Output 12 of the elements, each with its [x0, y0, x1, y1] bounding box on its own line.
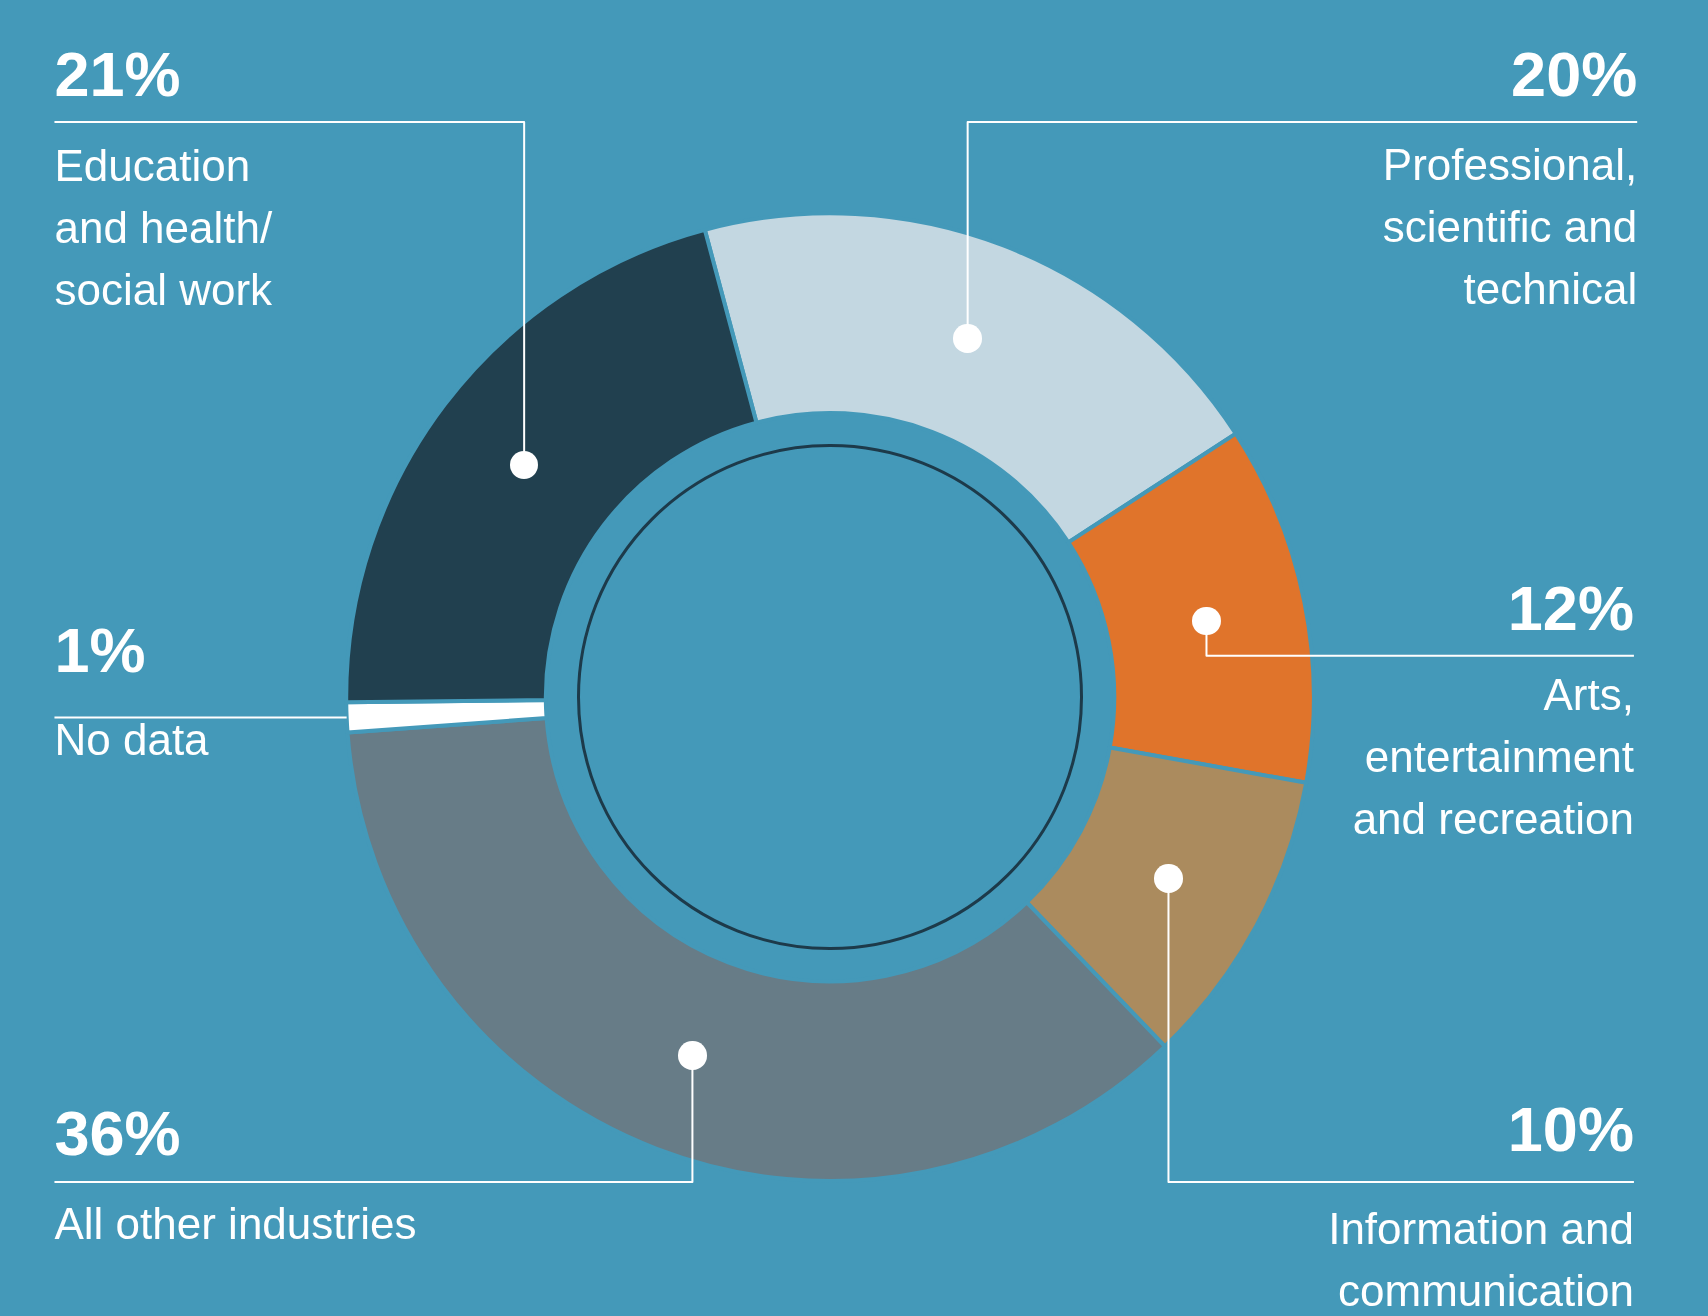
data-label: 1% [54, 615, 146, 686]
slice-label: No data [54, 714, 210, 764]
data-label: 36% [54, 1097, 181, 1168]
slice-label: Information and communication [1328, 1203, 1634, 1316]
slice-label: All other industries [54, 1198, 417, 1248]
data-label: 21% [54, 38, 181, 109]
data-label: 10% [1507, 1094, 1634, 1165]
slice-label: Professional, scientific and technical [1382, 139, 1638, 313]
slice-label: Arts, entertainment and recreation [1352, 670, 1634, 844]
data-label: 20% [1511, 38, 1638, 109]
data-label: 12% [1507, 572, 1634, 643]
slice-label: Education and health/ social work [54, 140, 274, 314]
